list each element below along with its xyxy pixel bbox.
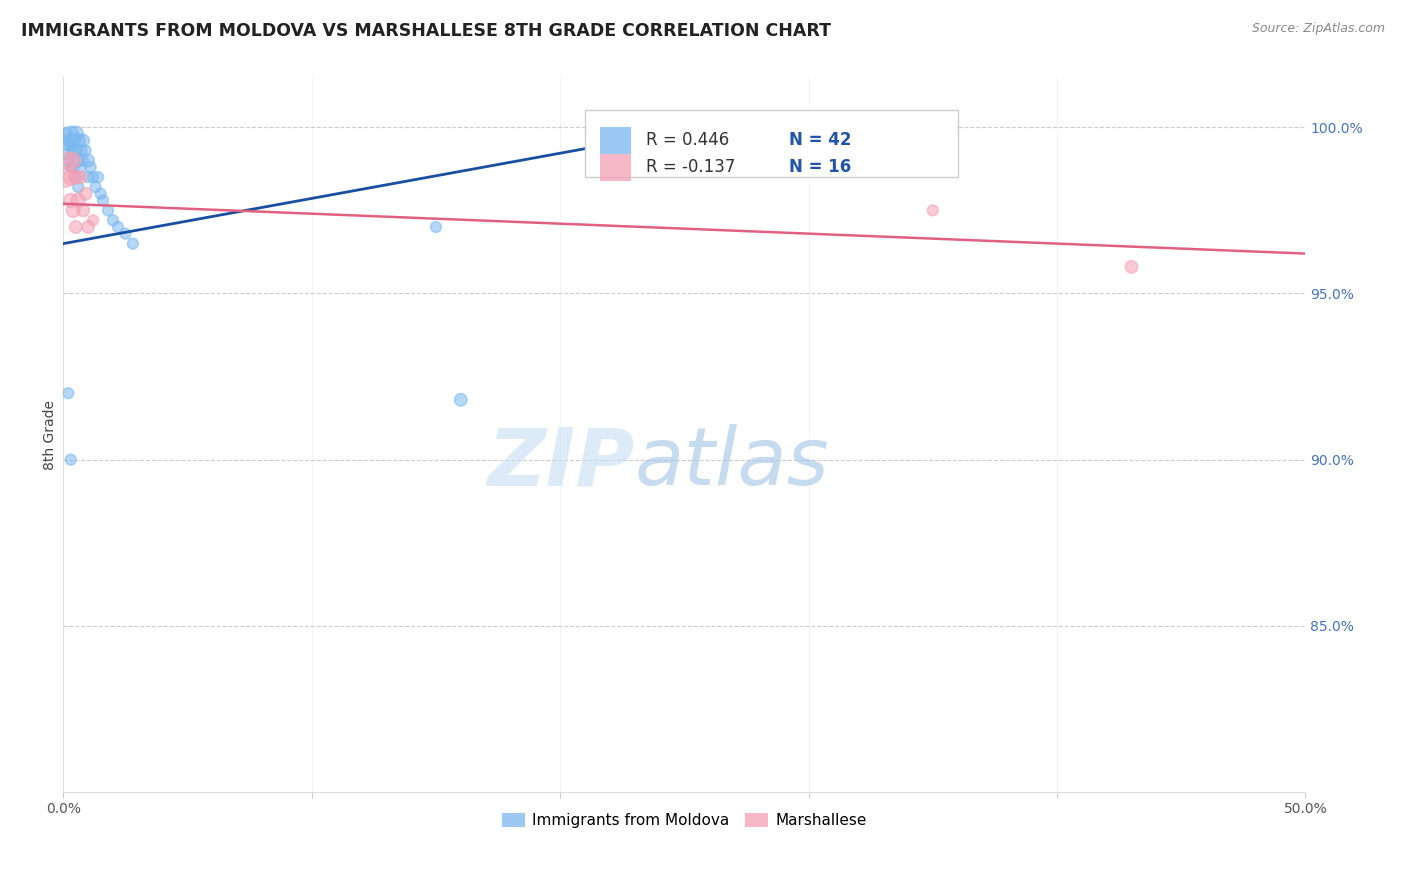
- Y-axis label: 8th Grade: 8th Grade: [44, 400, 58, 470]
- Point: [65, 127, 87, 141]
- Point: [75, 186, 97, 201]
- Point: [72, 203, 94, 218]
- Point: [72, 134, 94, 148]
- Point: [62, 144, 84, 158]
- Text: Source: ZipAtlas.com: Source: ZipAtlas.com: [1251, 22, 1385, 36]
- Point: [82, 170, 104, 185]
- Text: IMMIGRANTS FROM MOLDOVA VS MARSHALLESE 8TH GRADE CORRELATION CHART: IMMIGRANTS FROM MOLDOVA VS MARSHALLESE 8…: [21, 22, 831, 40]
- Point: [65, 170, 87, 185]
- Point: [79, 160, 101, 174]
- Point: [90, 186, 112, 201]
- Point: [636, 127, 658, 141]
- Point: [55, 134, 77, 148]
- Point: [67, 180, 90, 194]
- Point: [58, 153, 80, 168]
- Point: [1121, 260, 1143, 274]
- Point: [77, 170, 100, 185]
- Point: [87, 170, 110, 185]
- Point: [58, 386, 80, 401]
- Legend: Immigrants from Moldova, Marshallese: Immigrants from Moldova, Marshallese: [496, 807, 873, 834]
- Point: [114, 227, 136, 241]
- Point: [101, 213, 124, 227]
- Point: [55, 127, 77, 141]
- Point: [59, 127, 82, 141]
- Point: [77, 219, 100, 234]
- Point: [65, 144, 87, 158]
- Point: [65, 170, 87, 185]
- Point: [91, 194, 114, 208]
- Point: [65, 219, 87, 234]
- Text: R = 0.446: R = 0.446: [645, 131, 730, 149]
- Point: [69, 160, 91, 174]
- Point: [72, 153, 94, 168]
- Point: [84, 180, 107, 194]
- Point: [67, 134, 90, 148]
- Point: [107, 219, 129, 234]
- Point: [58, 136, 80, 151]
- Point: [62, 134, 84, 148]
- Text: atlas: atlas: [634, 425, 830, 502]
- Bar: [600, 153, 631, 181]
- Point: [921, 203, 943, 218]
- Point: [62, 153, 84, 168]
- Point: [425, 219, 447, 234]
- Text: ZIP: ZIP: [488, 425, 634, 502]
- Point: [59, 170, 82, 185]
- Point: [59, 452, 82, 467]
- FancyBboxPatch shape: [585, 110, 957, 178]
- Text: N = 16: N = 16: [789, 158, 851, 177]
- Text: R = -0.137: R = -0.137: [645, 158, 735, 177]
- Point: [59, 160, 82, 174]
- Point: [599, 127, 621, 141]
- Point: [67, 153, 90, 168]
- Point: [122, 236, 145, 251]
- Point: [67, 194, 90, 208]
- Point: [69, 144, 91, 158]
- Point: [75, 144, 97, 158]
- Point: [59, 194, 82, 208]
- Point: [59, 136, 82, 151]
- Point: [58, 153, 80, 168]
- Point: [55, 170, 77, 185]
- Point: [82, 213, 104, 227]
- Text: N = 42: N = 42: [789, 131, 851, 149]
- Point: [673, 127, 696, 141]
- Point: [97, 203, 120, 218]
- Point: [450, 392, 472, 407]
- Point: [58, 147, 80, 161]
- Bar: [600, 127, 631, 153]
- Point: [77, 153, 100, 168]
- Point: [62, 203, 84, 218]
- Point: [62, 160, 84, 174]
- Point: [69, 170, 91, 185]
